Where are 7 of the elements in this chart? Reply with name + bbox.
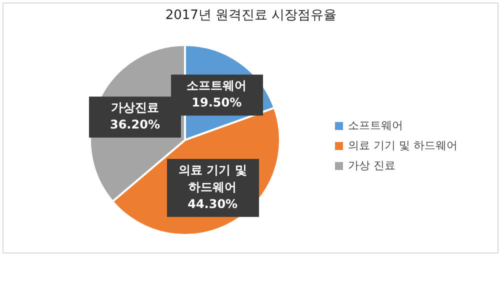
legend-label: 가상 진료 [348, 158, 396, 173]
legend-label: 소프트웨어 [348, 118, 403, 133]
data-label: 가상진료 36.20% [88, 96, 181, 138]
legend-label: 의료 기기 및 하드웨어 [348, 138, 458, 153]
data-label: 의료 기기 및 하드웨어 44.30% [166, 158, 259, 217]
chart-title: 2017년 원격진료 시장점유율 [164, 7, 338, 24]
data-label: 소프트웨어 19.50% [170, 74, 263, 116]
